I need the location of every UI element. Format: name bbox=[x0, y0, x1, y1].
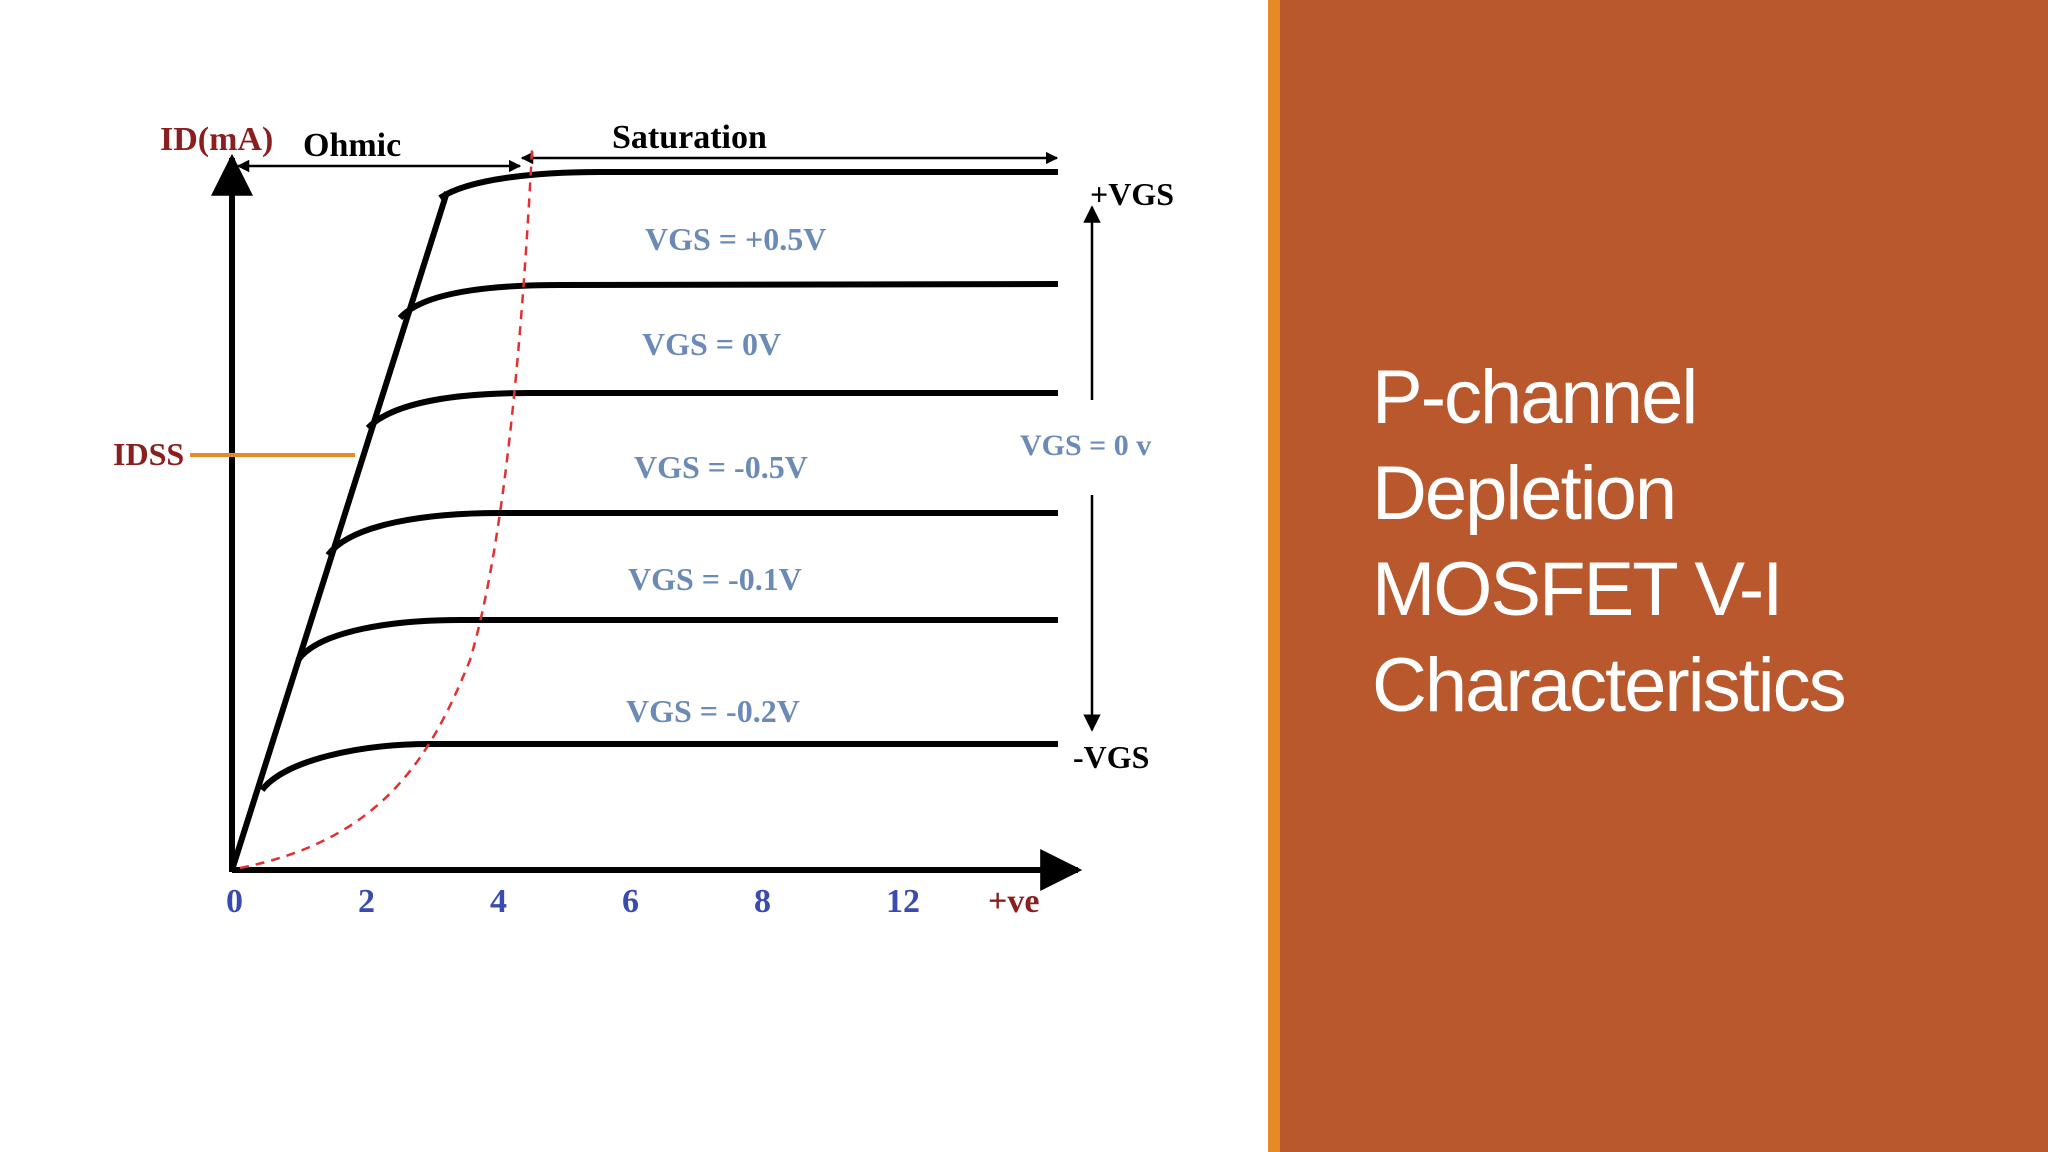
plus-vgs-label: +VGS bbox=[1090, 176, 1174, 212]
curve-label-1: VGS = +0.5V bbox=[645, 221, 826, 257]
accent-bar bbox=[1268, 0, 1280, 1152]
curve-1 bbox=[438, 169, 1058, 201]
title-panel: P-channel Depletion MOSFET V-I Character… bbox=[1280, 0, 2048, 1152]
x-tick-4: 4 bbox=[490, 883, 507, 920]
x-tick-positive: +ve bbox=[988, 883, 1039, 920]
curve-label-5: VGS = -0.2V bbox=[626, 693, 800, 729]
y-axis-label: ID(mA) bbox=[160, 121, 273, 158]
pinch-off-locus bbox=[239, 149, 534, 870]
x-tick-6: 6 bbox=[622, 883, 639, 920]
title-line: Characteristics bbox=[1372, 643, 1847, 728]
curve-2 bbox=[397, 281, 1059, 321]
curve-3 bbox=[365, 390, 1058, 431]
ohmic-boundary-line bbox=[229, 191, 450, 871]
x-tick-12: 12 bbox=[886, 883, 920, 920]
vgs-zero-label: VGS = 0 v bbox=[1020, 429, 1151, 462]
title-line: P-channel bbox=[1372, 355, 1698, 440]
curve-label-4: VGS = -0.1V bbox=[628, 561, 802, 597]
saturation-label: Saturation bbox=[612, 119, 767, 156]
x-tick-2: 2 bbox=[358, 883, 375, 920]
curve-label-2: VGS = 0V bbox=[642, 326, 781, 362]
idss-label: IDSS bbox=[113, 436, 184, 472]
title-line: Depletion bbox=[1372, 451, 1677, 536]
minus-vgs-label: -VGS bbox=[1073, 739, 1149, 775]
curve-5 bbox=[295, 617, 1058, 662]
curve-label-3: VGS = -0.5V bbox=[634, 449, 808, 485]
ohmic-label: Ohmic bbox=[303, 127, 401, 164]
curve-6 bbox=[259, 741, 1058, 792]
title-line: MOSFET V-I bbox=[1372, 547, 1783, 632]
x-tick-0: 0 bbox=[226, 883, 243, 920]
slide-title: P-channel Depletion MOSFET V-I Character… bbox=[1372, 350, 2032, 734]
curve-4 bbox=[325, 510, 1058, 557]
vi-characteristics-diagram: ID(mA) Ohmic Saturation IDSS +VGS -VGS V… bbox=[113, 119, 1175, 920]
x-tick-8: 8 bbox=[754, 883, 771, 920]
